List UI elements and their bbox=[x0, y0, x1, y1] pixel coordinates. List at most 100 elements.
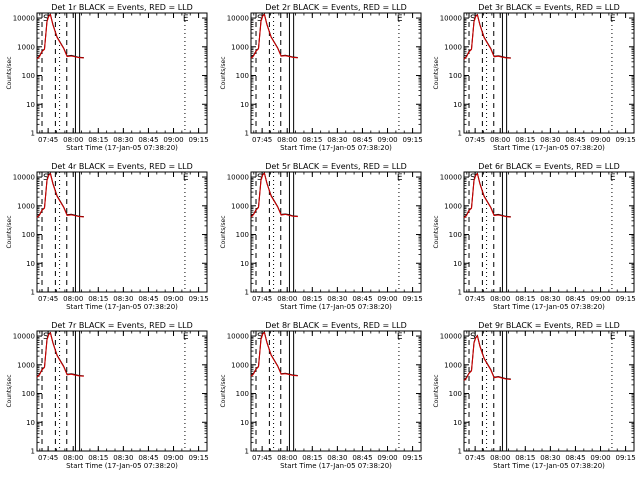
flag-E: E bbox=[610, 14, 616, 24]
flag-E: E bbox=[610, 332, 616, 342]
x-tick-label: 08:15 bbox=[515, 136, 535, 144]
y-axis-label: Counts/sec bbox=[6, 374, 13, 407]
flag-E: E bbox=[183, 332, 189, 342]
x-tick-label: 08:00 bbox=[277, 136, 297, 144]
x-tick-label: 08:15 bbox=[88, 295, 108, 303]
x-tick-label: 09:00 bbox=[163, 295, 183, 303]
series-line-lld bbox=[463, 334, 511, 381]
flag-S: S bbox=[257, 332, 263, 342]
flag-E: E bbox=[397, 173, 403, 183]
y-tick-label: 1 bbox=[31, 289, 35, 297]
x-tick-label: 08:00 bbox=[277, 295, 297, 303]
x-tick-label: 08:45 bbox=[352, 136, 372, 144]
y-tick-label: 100 bbox=[449, 72, 462, 80]
x-tick-label: 08:45 bbox=[565, 295, 585, 303]
x-tick-label: 08:15 bbox=[302, 295, 322, 303]
flag-E: E bbox=[610, 173, 616, 183]
flag-S: S bbox=[43, 332, 49, 342]
y-tick-label: 100 bbox=[22, 72, 35, 80]
x-tick-label: 09:15 bbox=[615, 136, 635, 144]
x-tick-label: 08:15 bbox=[302, 454, 322, 462]
y-tick-label: 10000 bbox=[440, 174, 462, 182]
x-tick-label: 07:45 bbox=[252, 295, 272, 303]
panel-title: Det 2r BLACK = Events, RED = LLD bbox=[265, 3, 407, 12]
series-line-lld bbox=[36, 172, 84, 218]
x-tick-label: 07:45 bbox=[252, 454, 272, 462]
series-line-lld bbox=[36, 332, 84, 378]
y-tick-label: 1 bbox=[458, 289, 462, 297]
x-tick-label: 07:45 bbox=[465, 136, 485, 144]
x-axis-label: Start Time (17-Jan-05 07:38:20) bbox=[66, 144, 178, 152]
x-tick-label: 09:15 bbox=[402, 454, 422, 462]
y-axis-label: Counts/sec bbox=[220, 215, 227, 248]
y-tick-label: 1000 bbox=[17, 361, 35, 369]
x-tick-label: 08:00 bbox=[63, 454, 83, 462]
x-tick-label: 08:00 bbox=[63, 136, 83, 144]
plot-frame bbox=[250, 12, 422, 134]
x-axis-label: Start Time (17-Jan-05 07:38:20) bbox=[493, 303, 605, 311]
y-tick-label: 10 bbox=[453, 260, 462, 268]
x-tick-label: 07:45 bbox=[252, 136, 272, 144]
x-tick-label: 09:15 bbox=[188, 136, 208, 144]
series-line-lld bbox=[250, 13, 298, 59]
flag-S: S bbox=[470, 14, 476, 24]
x-axis-label: Start Time (17-Jan-05 07:38:20) bbox=[280, 462, 392, 470]
x-tick-label: 09:00 bbox=[590, 136, 610, 144]
x-tick-label: 09:15 bbox=[615, 295, 635, 303]
plot-frame bbox=[250, 330, 422, 452]
panel-title: Det 4r BLACK = Events, RED = LLD bbox=[51, 162, 193, 171]
y-tick-label: 10 bbox=[453, 419, 462, 427]
y-tick-label: 1000 bbox=[231, 361, 249, 369]
y-tick-label: 1 bbox=[245, 289, 249, 297]
y-tick-label: 1 bbox=[245, 448, 249, 456]
flag-S: S bbox=[470, 332, 476, 342]
y-tick-label: 100 bbox=[449, 231, 462, 239]
y-tick-label: 1 bbox=[31, 130, 35, 138]
y-axis-label: Counts/sec bbox=[220, 374, 227, 407]
x-tick-label: 07:45 bbox=[38, 295, 58, 303]
flag-S: S bbox=[257, 14, 263, 24]
x-tick-label: 08:15 bbox=[88, 136, 108, 144]
x-tick-label: 08:45 bbox=[138, 295, 158, 303]
chart-panel-det-6: Det 6r BLACK = Events, RED = LLD 1 10 100 10… bbox=[433, 162, 636, 311]
x-axis-label: Start Time (17-Jan-05 07:38:20) bbox=[493, 462, 605, 470]
y-tick-label: 1000 bbox=[231, 43, 249, 51]
chart-panel-det-4: Det 4r BLACK = Events, RED = LLD 1 10 100 10… bbox=[6, 162, 209, 311]
plot-frame bbox=[36, 171, 208, 293]
chart-panel-det-8: Det 8r BLACK = Events, RED = LLD 1 10 100 10… bbox=[220, 321, 423, 470]
y-tick-label: 1000 bbox=[444, 43, 462, 51]
y-tick-label: 1 bbox=[245, 130, 249, 138]
y-tick-label: 10 bbox=[26, 260, 35, 268]
flag-E: E bbox=[397, 332, 403, 342]
series-line-lld bbox=[36, 13, 84, 60]
y-tick-label: 1000 bbox=[17, 43, 35, 51]
x-tick-label: 07:45 bbox=[465, 454, 485, 462]
y-axis-label: Counts/sec bbox=[6, 56, 13, 89]
y-tick-label: 10000 bbox=[227, 15, 249, 23]
flag-E: E bbox=[183, 173, 189, 183]
x-tick-label: 09:15 bbox=[188, 295, 208, 303]
x-tick-label: 08:30 bbox=[113, 454, 133, 462]
x-tick-label: 08:45 bbox=[352, 295, 372, 303]
panel-title: Det 3r BLACK = Events, RED = LLD bbox=[478, 3, 620, 12]
x-tick-label: 08:30 bbox=[113, 136, 133, 144]
x-tick-label: 07:45 bbox=[465, 295, 485, 303]
x-tick-label: 08:30 bbox=[540, 136, 560, 144]
x-tick-label: 08:30 bbox=[327, 454, 347, 462]
series-line-lld bbox=[250, 172, 298, 218]
y-tick-label: 10 bbox=[26, 101, 35, 109]
panel-title: Det 6r BLACK = Events, RED = LLD bbox=[478, 162, 620, 171]
x-tick-label: 08:45 bbox=[565, 454, 585, 462]
x-tick-label: 09:15 bbox=[188, 454, 208, 462]
y-tick-label: 100 bbox=[22, 390, 35, 398]
y-tick-label: 10 bbox=[453, 101, 462, 109]
chart-panel-det-5: Det 5r BLACK = Events, RED = LLD 1 10 100 10… bbox=[220, 162, 423, 311]
flag-E: E bbox=[183, 14, 189, 24]
x-tick-label: 08:00 bbox=[490, 295, 510, 303]
flag-S: S bbox=[43, 173, 49, 183]
chart-panel-det-2: Det 2r BLACK = Events, RED = LLD 1 10 100 10… bbox=[220, 3, 423, 152]
x-axis-label: Start Time (17-Jan-05 07:38:20) bbox=[280, 303, 392, 311]
series-line-lld bbox=[250, 331, 298, 377]
x-tick-label: 09:00 bbox=[163, 136, 183, 144]
panel-title: Det 1r BLACK = Events, RED = LLD bbox=[51, 3, 193, 12]
